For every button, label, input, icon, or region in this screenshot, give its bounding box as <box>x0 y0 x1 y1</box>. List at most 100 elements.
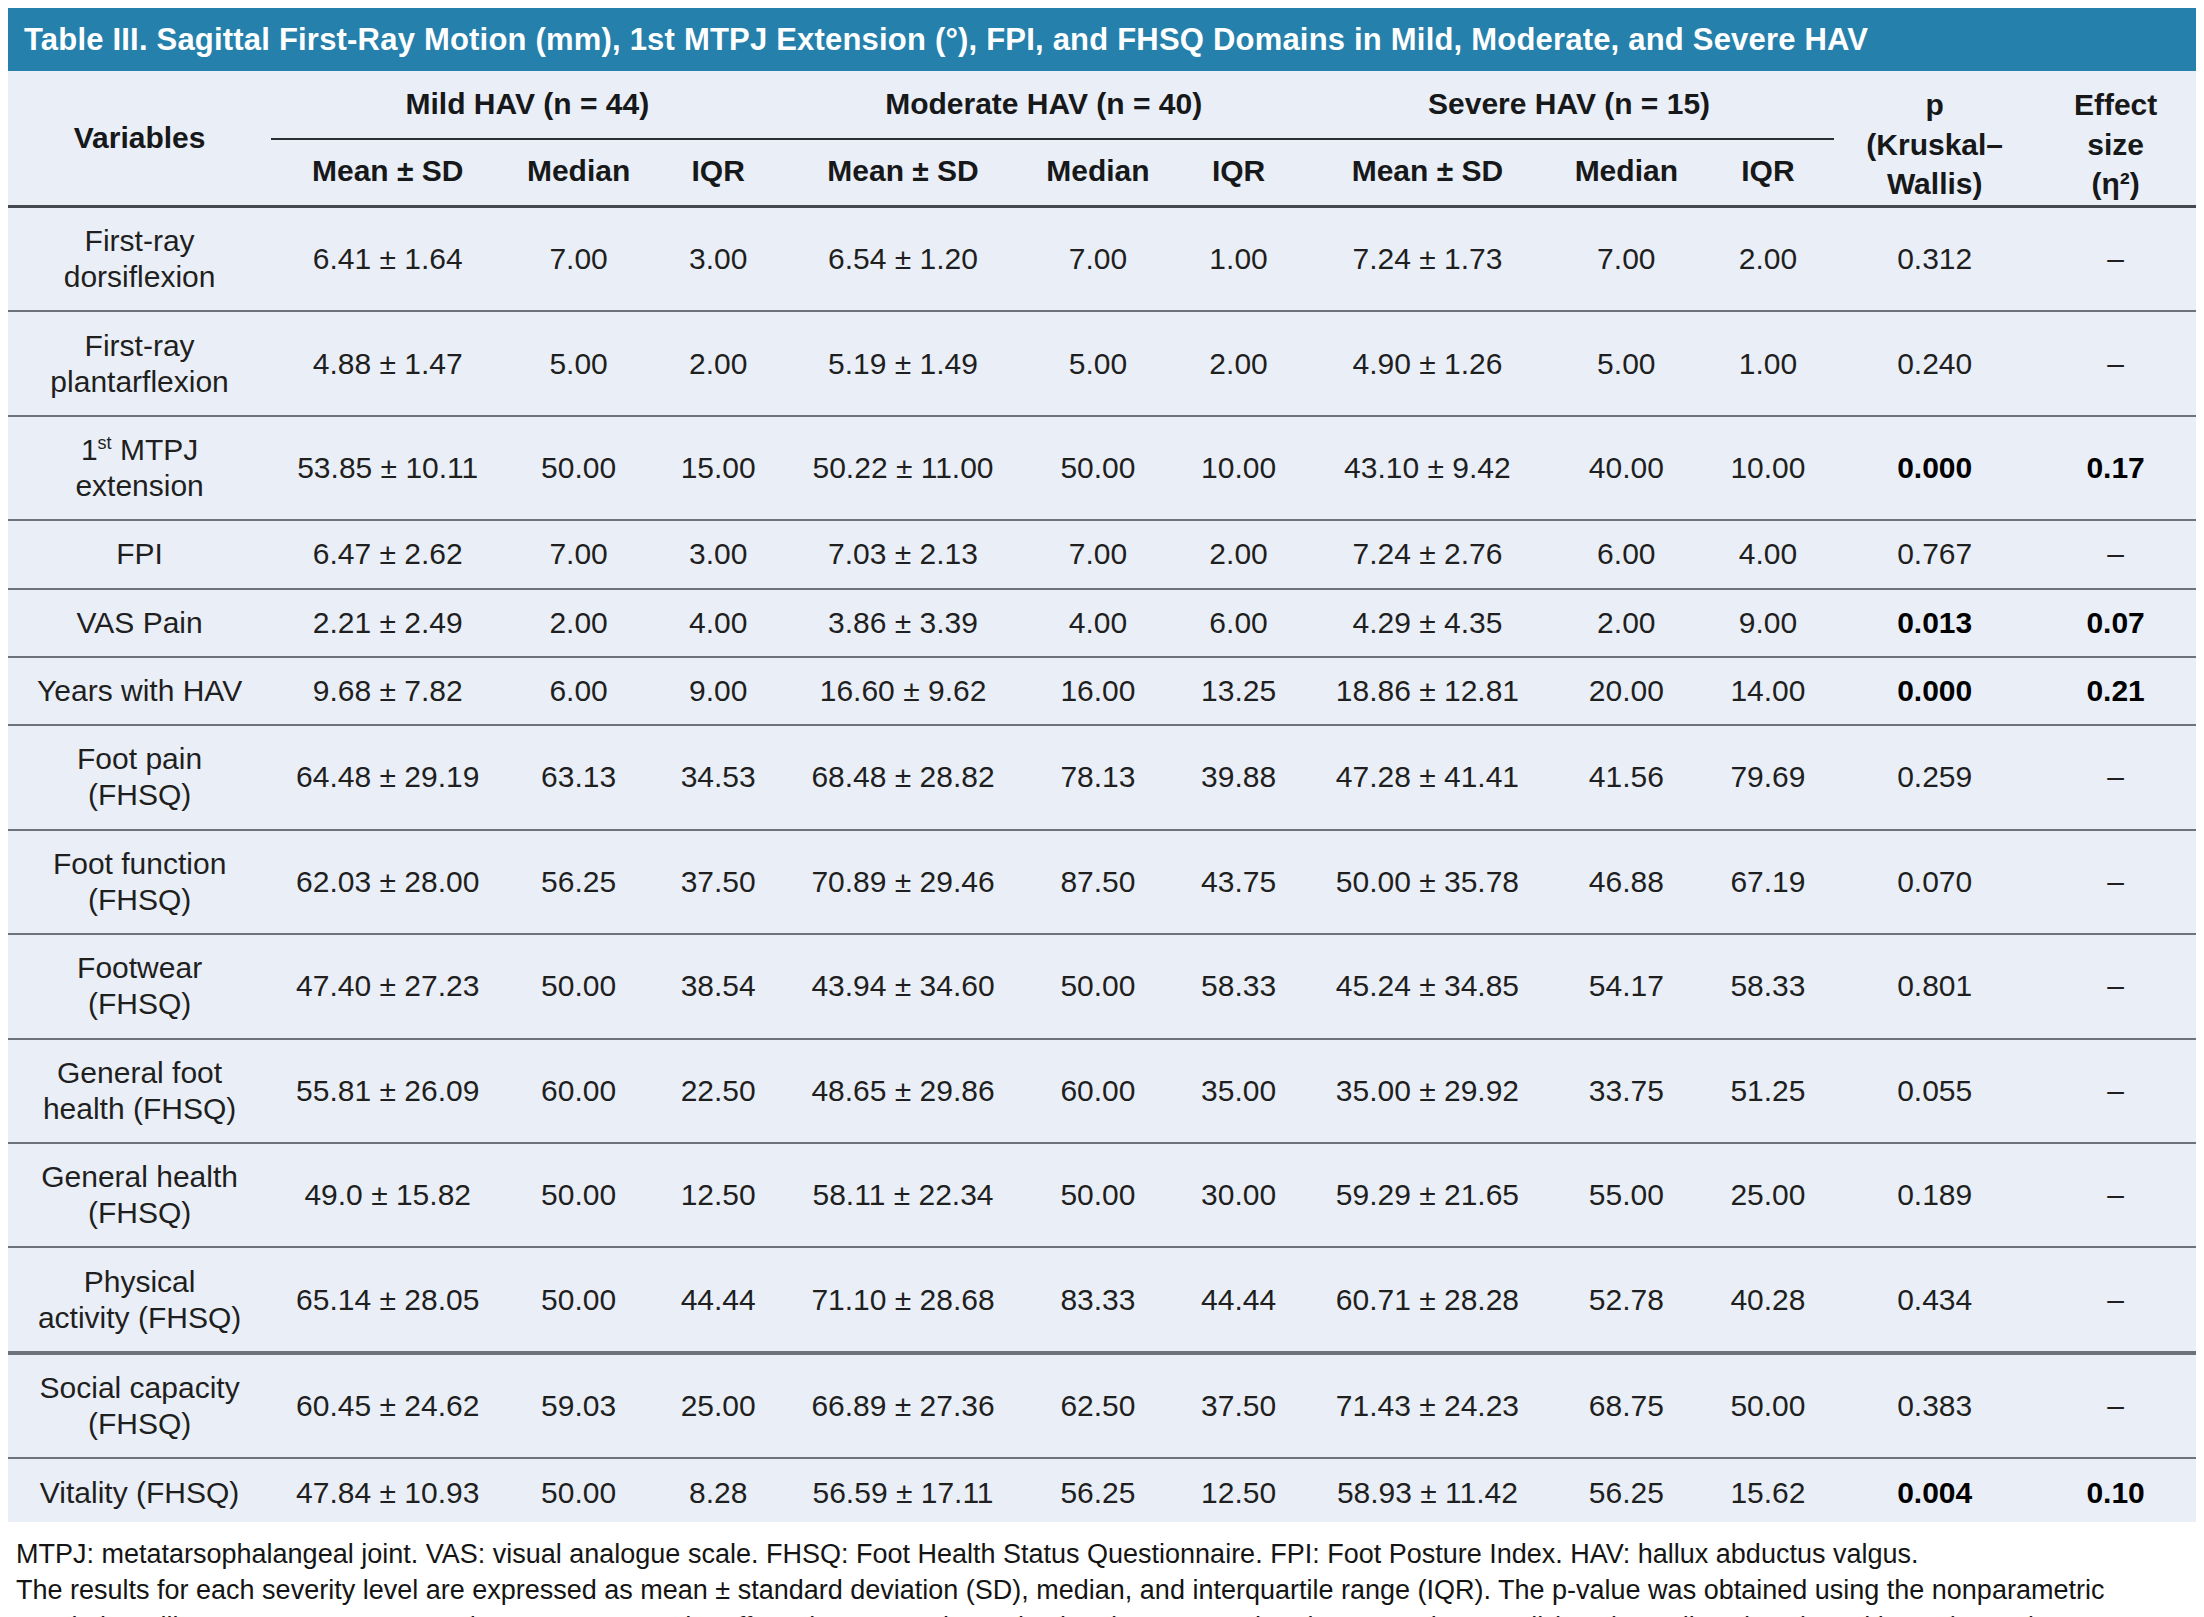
cell-value: 35.00 ± 29.92 <box>1304 1039 1551 1143</box>
cell-value: 50.00 <box>504 934 653 1038</box>
p-value-header: p (Kruskal– Wallis) <box>1834 71 2035 206</box>
p-value: 0.000 <box>1834 657 2035 725</box>
cell-value: 7.00 <box>504 520 653 588</box>
p-value: 0.312 <box>1834 206 2035 311</box>
cell-value: 56.25 <box>1551 1458 1702 1526</box>
p-header-line-2: (Kruskal– <box>1835 125 2034 165</box>
p-value: 0.000 <box>1834 416 2035 520</box>
cell-value: 71.43 ± 24.23 <box>1304 1353 1551 1458</box>
cell-value: 25.00 <box>1702 1143 1835 1247</box>
effect-size-header: Effect size (η²) <box>2035 71 2196 206</box>
cell-value: 50.00 <box>1023 1143 1174 1247</box>
cell-value: 54.17 <box>1551 934 1702 1038</box>
cell-value: 6.54 ± 1.20 <box>784 206 1023 311</box>
cell-value: 40.28 <box>1702 1247 1835 1352</box>
cell-value: 56.25 <box>1023 1458 1174 1526</box>
footnotes: MTPJ: metatarsophalangeal joint. VAS: vi… <box>8 1522 2196 1617</box>
cell-value: 60.45 ± 24.62 <box>271 1353 504 1458</box>
cell-value: 4.29 ± 4.35 <box>1304 589 1551 657</box>
group-header-mild: Mild HAV (n = 44) <box>271 71 783 139</box>
cell-value: 58.11 ± 22.34 <box>784 1143 1023 1247</box>
table-row: Social capacity (FHSQ)60.45 ± 24.6259.03… <box>8 1353 2196 1458</box>
cell-value: 7.03 ± 2.13 <box>784 520 1023 588</box>
table-row: Vitality (FHSQ)47.84 ± 10.9350.008.2856.… <box>8 1458 2196 1526</box>
cell-value: 56.59 ± 17.11 <box>784 1458 1023 1526</box>
footnote-methods: The results for each severity level are … <box>16 1572 2188 1617</box>
cell-value: 3.00 <box>653 206 784 311</box>
cell-value: 58.33 <box>1173 934 1304 1038</box>
cell-value: 12.50 <box>653 1143 784 1247</box>
cell-value: 7.24 ± 2.76 <box>1304 520 1551 588</box>
cell-value: 56.25 <box>504 830 653 934</box>
p-value: 0.055 <box>1834 1039 2035 1143</box>
row-variable: General foot health (FHSQ) <box>8 1039 271 1143</box>
effect-size-value: – <box>2035 520 2196 588</box>
cell-value: 43.75 <box>1173 830 1304 934</box>
col-header-median-moderate: Median <box>1023 139 1174 206</box>
row-variable: First-ray dorsiflexion <box>8 206 271 311</box>
cell-value: 2.21 ± 2.49 <box>271 589 504 657</box>
cell-value: 10.00 <box>1702 416 1835 520</box>
cell-value: 55.00 <box>1551 1143 1702 1247</box>
p-value: 0.434 <box>1834 1247 2035 1352</box>
table-row: 1st MTPJ extension53.85 ± 10.1150.0015.0… <box>8 416 2196 520</box>
cell-value: 16.00 <box>1023 657 1174 725</box>
cell-value: 50.00 <box>1023 934 1174 1038</box>
cell-value: 41.56 <box>1551 725 1702 829</box>
table-row: General health (FHSQ)49.0 ± 15.8250.0012… <box>8 1143 2196 1247</box>
cell-value: 7.00 <box>1023 206 1174 311</box>
effect-header-line-3: (η²) <box>2036 164 2195 204</box>
effect-size-value: 0.07 <box>2035 589 2196 657</box>
effect-header-line-2: size <box>2036 125 2195 165</box>
cell-value: 46.88 <box>1551 830 1702 934</box>
cell-value: 6.00 <box>1173 589 1304 657</box>
p-value: 0.004 <box>1834 1458 2035 1526</box>
row-variable: Years with HAV <box>8 657 271 725</box>
effect-size-value: – <box>2035 934 2196 1038</box>
cell-value: 2.00 <box>1551 589 1702 657</box>
cell-value: 58.93 ± 11.42 <box>1304 1458 1551 1526</box>
cell-value: 37.50 <box>1173 1353 1304 1458</box>
cell-value: 5.00 <box>504 311 653 415</box>
col-header-median-mild: Median <box>504 139 653 206</box>
p-value: 0.189 <box>1834 1143 2035 1247</box>
cell-value: 44.44 <box>1173 1247 1304 1352</box>
effect-size-value: – <box>2035 1143 2196 1247</box>
cell-value: 1.00 <box>1702 311 1835 415</box>
row-variable-part: st <box>98 433 112 453</box>
cell-value: 3.00 <box>653 520 784 588</box>
cell-value: 39.88 <box>1173 725 1304 829</box>
p-header-line-1: p <box>1835 85 2034 125</box>
group-header-moderate: Moderate HAV (n = 40) <box>784 71 1304 139</box>
row-variable: VAS Pain <box>8 589 271 657</box>
cell-value: 8.28 <box>653 1458 784 1526</box>
data-table: Variables Mild HAV (n = 44) Moderate HAV… <box>8 71 2196 1522</box>
cell-value: 7.00 <box>1023 520 1174 588</box>
cell-value: 12.50 <box>1173 1458 1304 1526</box>
col-header-iqr-moderate: IQR <box>1173 139 1304 206</box>
cell-value: 15.62 <box>1702 1458 1835 1526</box>
p-value: 0.801 <box>1834 934 2035 1038</box>
cell-value: 1.00 <box>1173 206 1304 311</box>
col-header-mean-sd-moderate: Mean ± SD <box>784 139 1023 206</box>
effect-size-value: – <box>2035 1353 2196 1458</box>
cell-value: 4.90 ± 1.26 <box>1304 311 1551 415</box>
cell-value: 50.00 <box>504 1247 653 1352</box>
cell-value: 55.81 ± 26.09 <box>271 1039 504 1143</box>
p-value: 0.240 <box>1834 311 2035 415</box>
table-row: VAS Pain2.21 ± 2.492.004.003.86 ± 3.394.… <box>8 589 2196 657</box>
cell-value: 6.47 ± 2.62 <box>271 520 504 588</box>
table-row: Foot function (FHSQ)62.03 ± 28.0056.2537… <box>8 830 2196 934</box>
effect-size-value: – <box>2035 206 2196 311</box>
cell-value: 47.84 ± 10.93 <box>271 1458 504 1526</box>
row-variable: Foot function (FHSQ) <box>8 830 271 934</box>
effect-size-value: 0.17 <box>2035 416 2196 520</box>
cell-value: 78.13 <box>1023 725 1174 829</box>
cell-value: 2.00 <box>504 589 653 657</box>
cell-value: 30.00 <box>1173 1143 1304 1247</box>
cell-value: 83.33 <box>1023 1247 1174 1352</box>
cell-value: 16.60 ± 9.62 <box>784 657 1023 725</box>
table-row: Foot pain (FHSQ)64.48 ± 29.1963.1334.536… <box>8 725 2196 829</box>
cell-value: 7.24 ± 1.73 <box>1304 206 1551 311</box>
cell-value: 50.00 <box>504 1143 653 1247</box>
